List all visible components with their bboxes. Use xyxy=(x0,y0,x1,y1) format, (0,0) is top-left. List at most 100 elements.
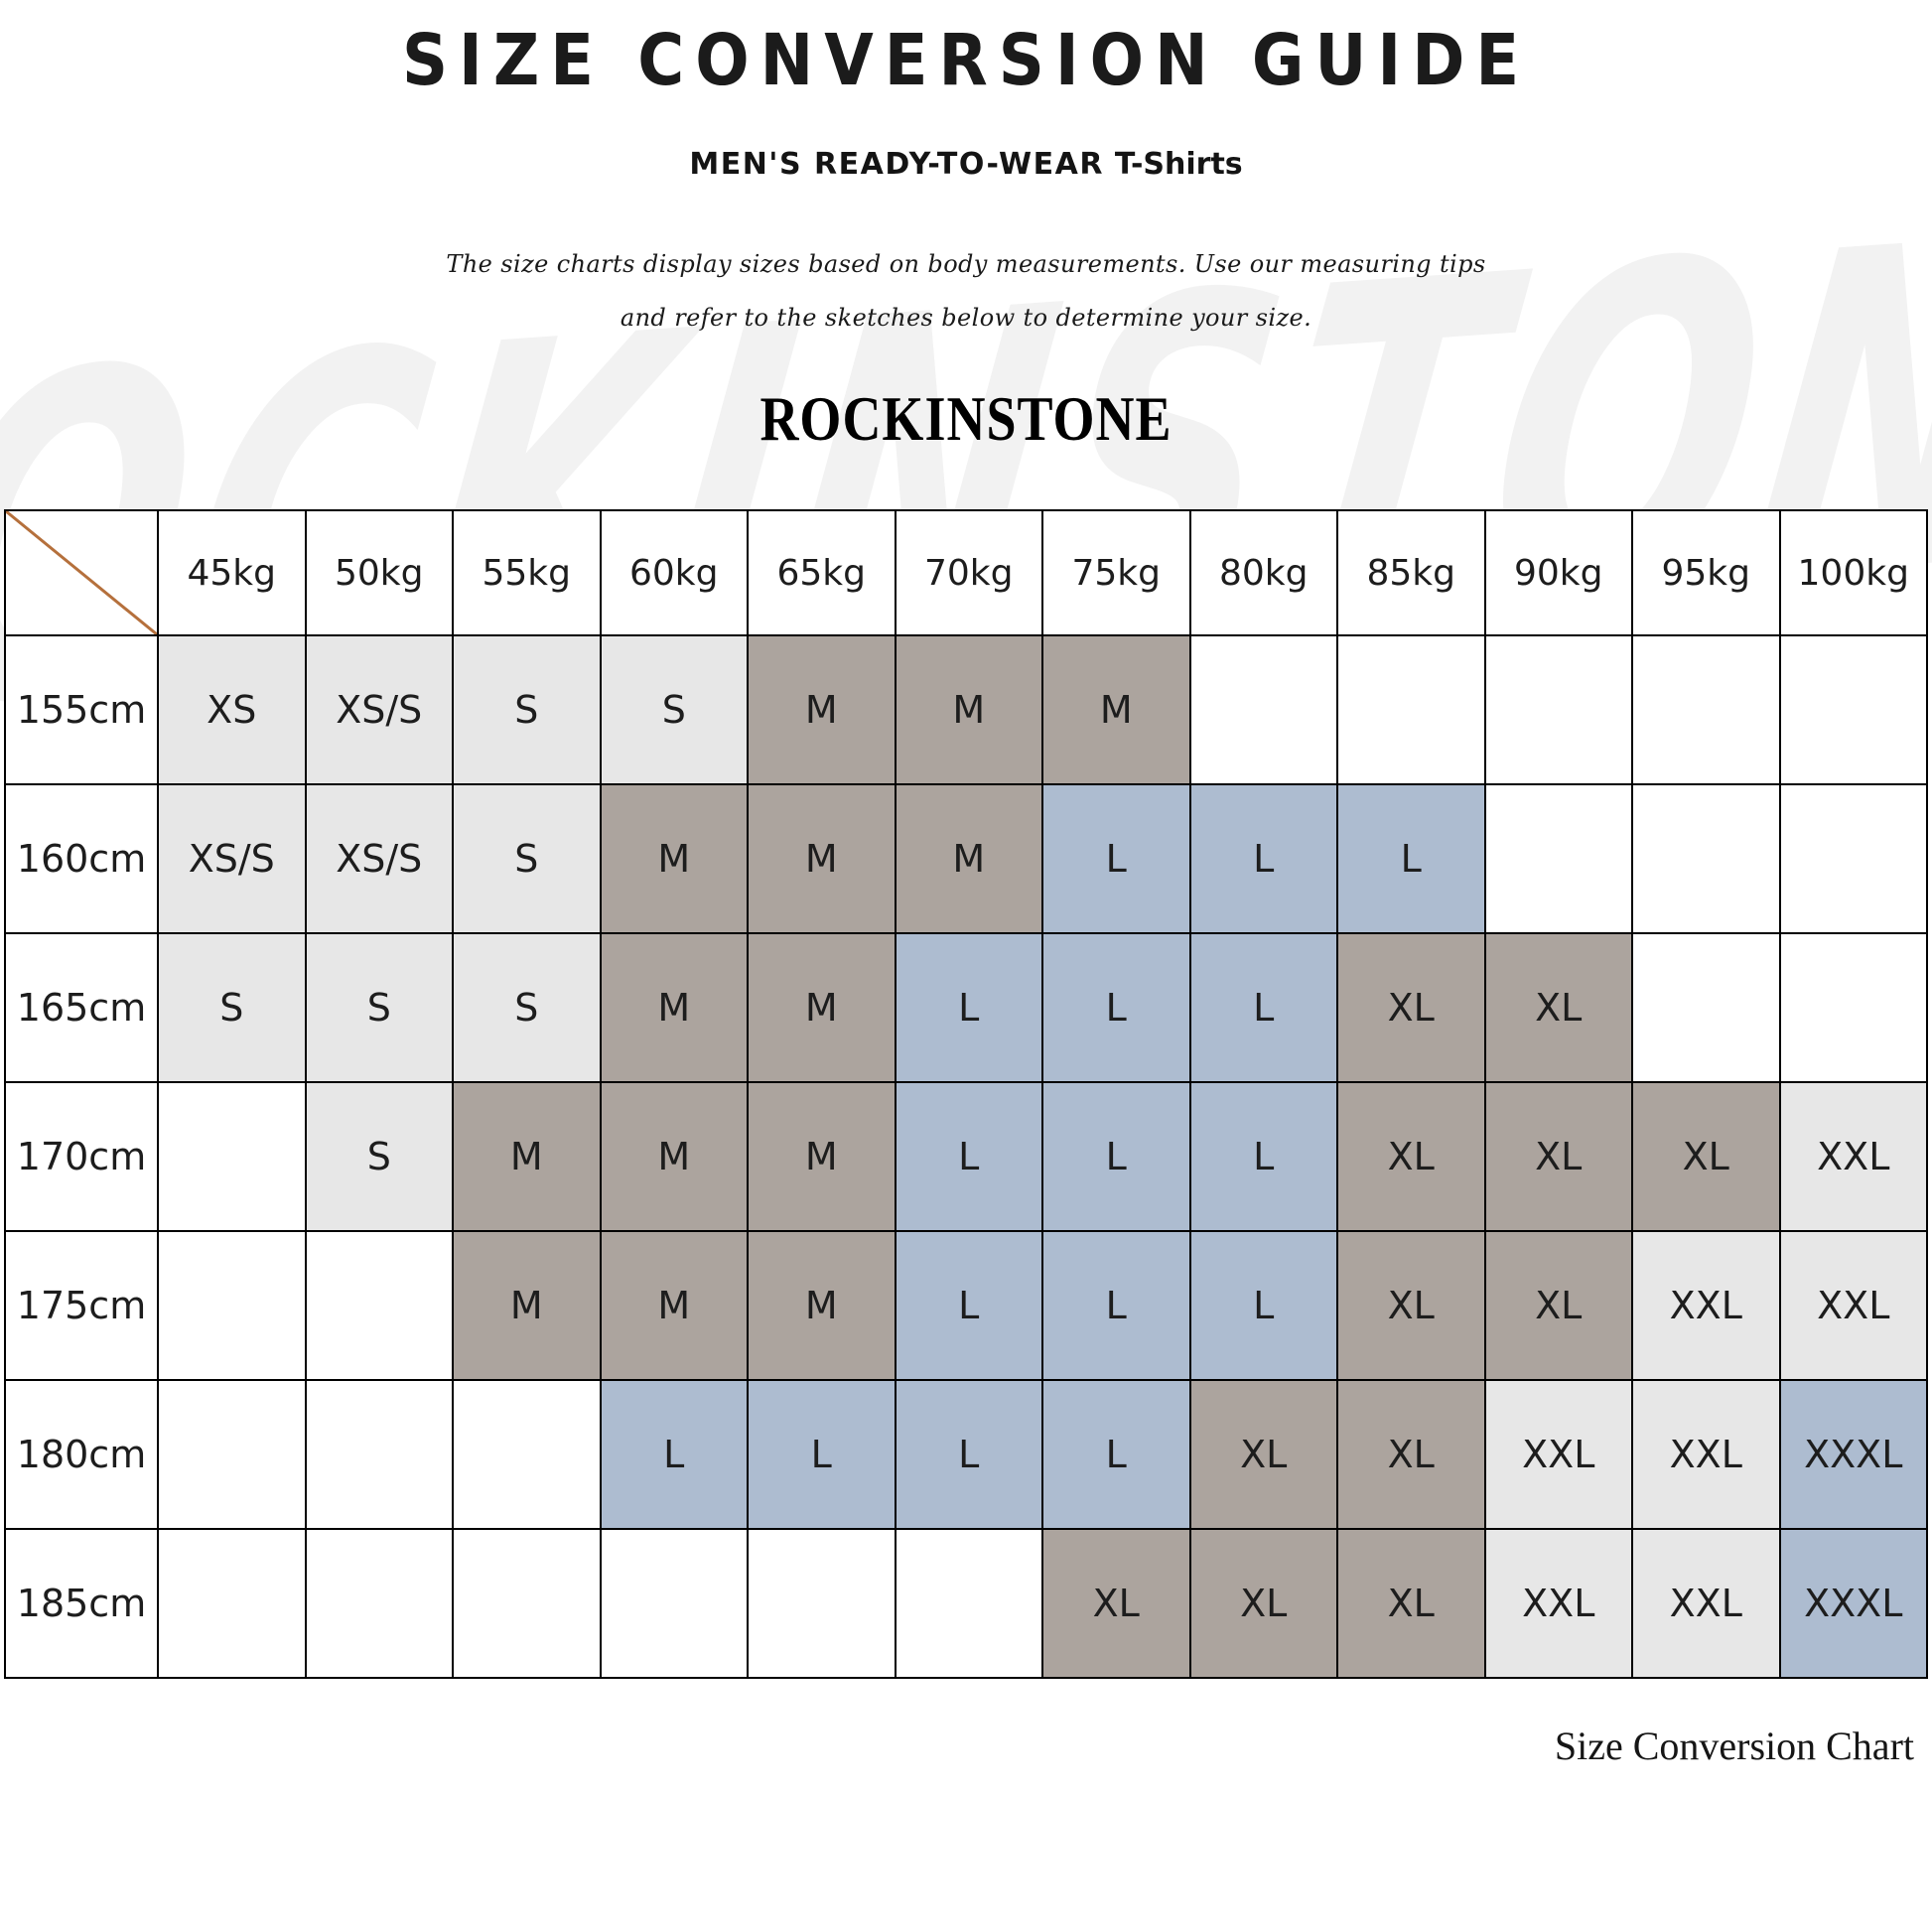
size-cell xyxy=(452,1379,602,1530)
size-cell: XL xyxy=(1631,1081,1781,1232)
size-cell: L xyxy=(1188,783,1338,934)
table-row: 175cm M M M L L L XL XL XXL XXL xyxy=(4,1230,1928,1381)
size-cell: XXL xyxy=(1778,1081,1928,1232)
size-cell: M xyxy=(452,1081,602,1232)
row-header-height: 170cm xyxy=(4,1081,159,1232)
size-cell: XXXL xyxy=(1778,1379,1928,1530)
size-cell: XXL xyxy=(1778,1230,1928,1381)
table-row: 165cm S S S M M L L L XL XL xyxy=(4,932,1928,1083)
size-cell: XL xyxy=(1483,1230,1633,1381)
row-header-height: 160cm xyxy=(4,783,159,934)
size-cell: L xyxy=(599,1379,749,1530)
size-cell: L xyxy=(894,932,1043,1083)
chart-caption: Size Conversion Chart xyxy=(1554,1724,1914,1768)
size-cell: L xyxy=(1188,1081,1338,1232)
table-row: 170cm S M M M L L L XL XL XL XXL xyxy=(4,1081,1928,1232)
size-cell: M xyxy=(1041,634,1191,785)
size-table-container: 45kg 50kg 55kg 60kg 65kg 70kg 75kg 80kg 85kg 90kg… xyxy=(0,509,1932,1679)
row-header-height: 175cm xyxy=(4,1230,159,1381)
size-cell: S xyxy=(452,783,602,934)
table-row: 160cm XS/S XS/S S M M M L L L xyxy=(4,783,1928,934)
column-header-weight: 100kg xyxy=(1778,509,1928,636)
page-title: SIZE CONVERSION GUIDE xyxy=(401,20,1531,103)
size-cell: S xyxy=(452,634,602,785)
size-cell xyxy=(1778,932,1928,1083)
size-cell: L xyxy=(894,1081,1043,1232)
subtitle-item: T-Shirts xyxy=(1114,147,1243,182)
header-row: 45kg 50kg 55kg 60kg 65kg 70kg 75kg 80kg 85kg 90kg… xyxy=(4,509,1928,636)
size-cell: XL xyxy=(1336,1379,1486,1530)
size-cell: M xyxy=(747,1081,897,1232)
row-header-height: 165cm xyxy=(4,932,159,1083)
size-cell xyxy=(894,1528,1043,1679)
column-header-weight: 45kg xyxy=(157,509,307,636)
subtitle-category: MEN'S READY-TO-WEAR xyxy=(689,147,1104,182)
size-cell: M xyxy=(599,1230,749,1381)
size-cell xyxy=(1188,634,1338,785)
size-cell xyxy=(1631,932,1781,1083)
table-header: 45kg 50kg 55kg 60kg 65kg 70kg 75kg 80kg 85kg 90kg… xyxy=(4,509,1928,636)
size-cell: L xyxy=(1188,932,1338,1083)
column-header-weight: 90kg xyxy=(1483,509,1633,636)
size-cell: XXXL xyxy=(1778,1528,1928,1679)
size-cell: L xyxy=(1041,783,1191,934)
size-cell: XL xyxy=(1336,1230,1486,1381)
row-header-height: 155cm xyxy=(4,634,159,785)
column-header-weight: 95kg xyxy=(1631,509,1781,636)
size-cell: L xyxy=(1188,1230,1338,1381)
size-cell: M xyxy=(452,1230,602,1381)
size-cell: XL xyxy=(1483,932,1633,1083)
size-cell xyxy=(157,1379,307,1530)
size-cell: M xyxy=(747,634,897,785)
column-header-weight: 50kg xyxy=(304,509,454,636)
size-cell: L xyxy=(1041,1379,1191,1530)
column-header-weight: 80kg xyxy=(1188,509,1338,636)
size-cell: M xyxy=(747,1230,897,1381)
size-cell xyxy=(1336,634,1486,785)
row-header-height: 180cm xyxy=(4,1379,159,1530)
size-cell: L xyxy=(1041,932,1191,1083)
size-cell xyxy=(157,1081,307,1232)
size-cell: S xyxy=(304,1081,454,1232)
size-cell xyxy=(157,1528,307,1679)
page-subtitle: MEN'S READY-TO-WEAR T-Shirts xyxy=(0,147,1932,182)
size-cell: S xyxy=(599,634,749,785)
size-cell: L xyxy=(894,1379,1043,1530)
table-row: 155cm XS XS/S S S M M M xyxy=(4,634,1928,785)
size-cell: M xyxy=(599,783,749,934)
size-cell xyxy=(157,1230,307,1381)
size-cell xyxy=(1483,634,1633,785)
size-cell: XL xyxy=(1483,1081,1633,1232)
size-cell: XL xyxy=(1336,932,1486,1083)
size-cell xyxy=(1631,783,1781,934)
size-cell: XL xyxy=(1041,1528,1191,1679)
size-cell: S xyxy=(157,932,307,1083)
size-cell xyxy=(599,1528,749,1679)
size-cell: XS xyxy=(157,634,307,785)
size-cell: S xyxy=(304,932,454,1083)
size-cell: XXL xyxy=(1483,1528,1633,1679)
size-cell xyxy=(452,1528,602,1679)
column-header-weight: 65kg xyxy=(747,509,897,636)
size-cell: L xyxy=(1336,783,1486,934)
table-body: 155cm XS XS/S S S M M M 160cm XS/S XS/S S M M M L L L 165c… xyxy=(4,634,1928,1679)
size-cell xyxy=(304,1379,454,1530)
brand-name: ROCKINSTONE xyxy=(759,383,1173,455)
size-cell: XXL xyxy=(1483,1379,1633,1530)
column-header-weight: 70kg xyxy=(894,509,1043,636)
diagonal-slash-icon xyxy=(6,511,157,634)
column-header-weight: 55kg xyxy=(452,509,602,636)
size-cell: L xyxy=(894,1230,1043,1381)
size-cell: XS/S xyxy=(304,634,454,785)
size-conversion-table: 45kg 50kg 55kg 60kg 65kg 70kg 75kg 80kg 85kg 90kg… xyxy=(4,509,1928,1679)
size-cell xyxy=(1631,634,1781,785)
size-cell xyxy=(1778,634,1928,785)
size-cell: XL xyxy=(1188,1528,1338,1679)
size-cell xyxy=(747,1528,897,1679)
size-cell: M xyxy=(599,932,749,1083)
table-corner-cell xyxy=(4,509,159,636)
size-cell: XL xyxy=(1336,1081,1486,1232)
size-cell: S xyxy=(452,932,602,1083)
column-header-weight: 75kg xyxy=(1041,509,1191,636)
size-cell: L xyxy=(747,1379,897,1530)
